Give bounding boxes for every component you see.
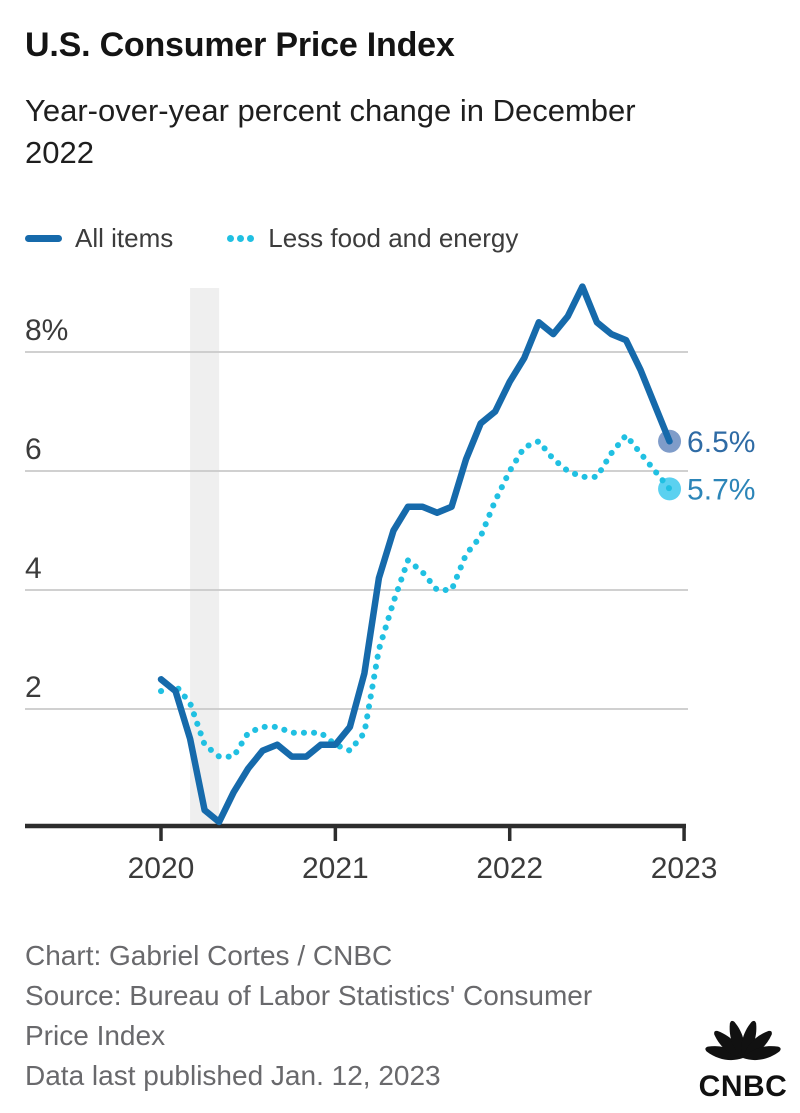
cnbc-logo: CNBC xyxy=(699,1020,788,1100)
cpi-line-chart: 8% 6 4 2 2020 2021 2022 2023 6.5% 5.7% xyxy=(25,283,755,885)
peacock-icon xyxy=(705,1020,781,1061)
subtitle-line-2: 2022 xyxy=(25,135,94,170)
page-subtitle: Year-over-year percent change in Decembe… xyxy=(25,90,636,174)
peacock-feather xyxy=(743,1030,772,1058)
x-axis-label-2023: 2023 xyxy=(651,852,718,885)
x-axis-label-2021: 2021 xyxy=(302,852,369,885)
legend-swatch-all-items xyxy=(25,234,62,242)
end-label-all-items: 6.5% xyxy=(687,426,755,459)
footer-data-published: Data last published Jan. 12, 2023 xyxy=(25,1060,441,1091)
y-axis-label-6: 6 xyxy=(25,433,42,466)
footer-source-line-1: Source: Bureau of Labor Statistics' Cons… xyxy=(25,980,593,1011)
legend-dot xyxy=(237,234,245,242)
series-line-less-food-and-energy xyxy=(158,432,673,760)
legend-dot xyxy=(227,234,235,242)
footer-source-line-2: Price Index xyxy=(25,1020,166,1051)
peacock-feather xyxy=(729,1020,745,1058)
peacock-feather xyxy=(714,1030,743,1058)
end-label-less-food-and-energy: 5.7% xyxy=(687,473,755,506)
page-title: U.S. Consumer Price Index xyxy=(25,26,455,64)
subtitle-line-1: Year-over-year percent change in Decembe… xyxy=(25,93,636,128)
y-axis-label-2: 2 xyxy=(25,671,42,704)
chart-legend: All items Less food and energy xyxy=(25,222,519,253)
x-axis-label-2020: 2020 xyxy=(128,852,195,885)
legend-label-all-items: All items xyxy=(75,222,174,253)
footer-credits: Chart: Gabriel Cortes / CNBC Source: Bur… xyxy=(25,936,592,1096)
footer-chart-credit: Chart: Gabriel Cortes / CNBC xyxy=(25,940,393,971)
y-axis-label-4: 4 xyxy=(25,552,42,585)
peacock-feather xyxy=(741,1020,757,1058)
y-axis-label-8: 8% xyxy=(25,314,68,347)
cnbc-logo-text: CNBC xyxy=(699,1070,788,1100)
series-line-all-items xyxy=(157,283,673,826)
legend-label-less-food-and-energy: Less food and energy xyxy=(268,222,519,253)
legend-dot xyxy=(247,234,255,242)
peacock-feather xyxy=(705,1046,743,1061)
legend-swatch-less-food-and-energy xyxy=(227,234,255,242)
x-axis-label-2022: 2022 xyxy=(476,852,543,885)
peacock-feather xyxy=(743,1046,781,1061)
recession-band xyxy=(190,288,220,826)
